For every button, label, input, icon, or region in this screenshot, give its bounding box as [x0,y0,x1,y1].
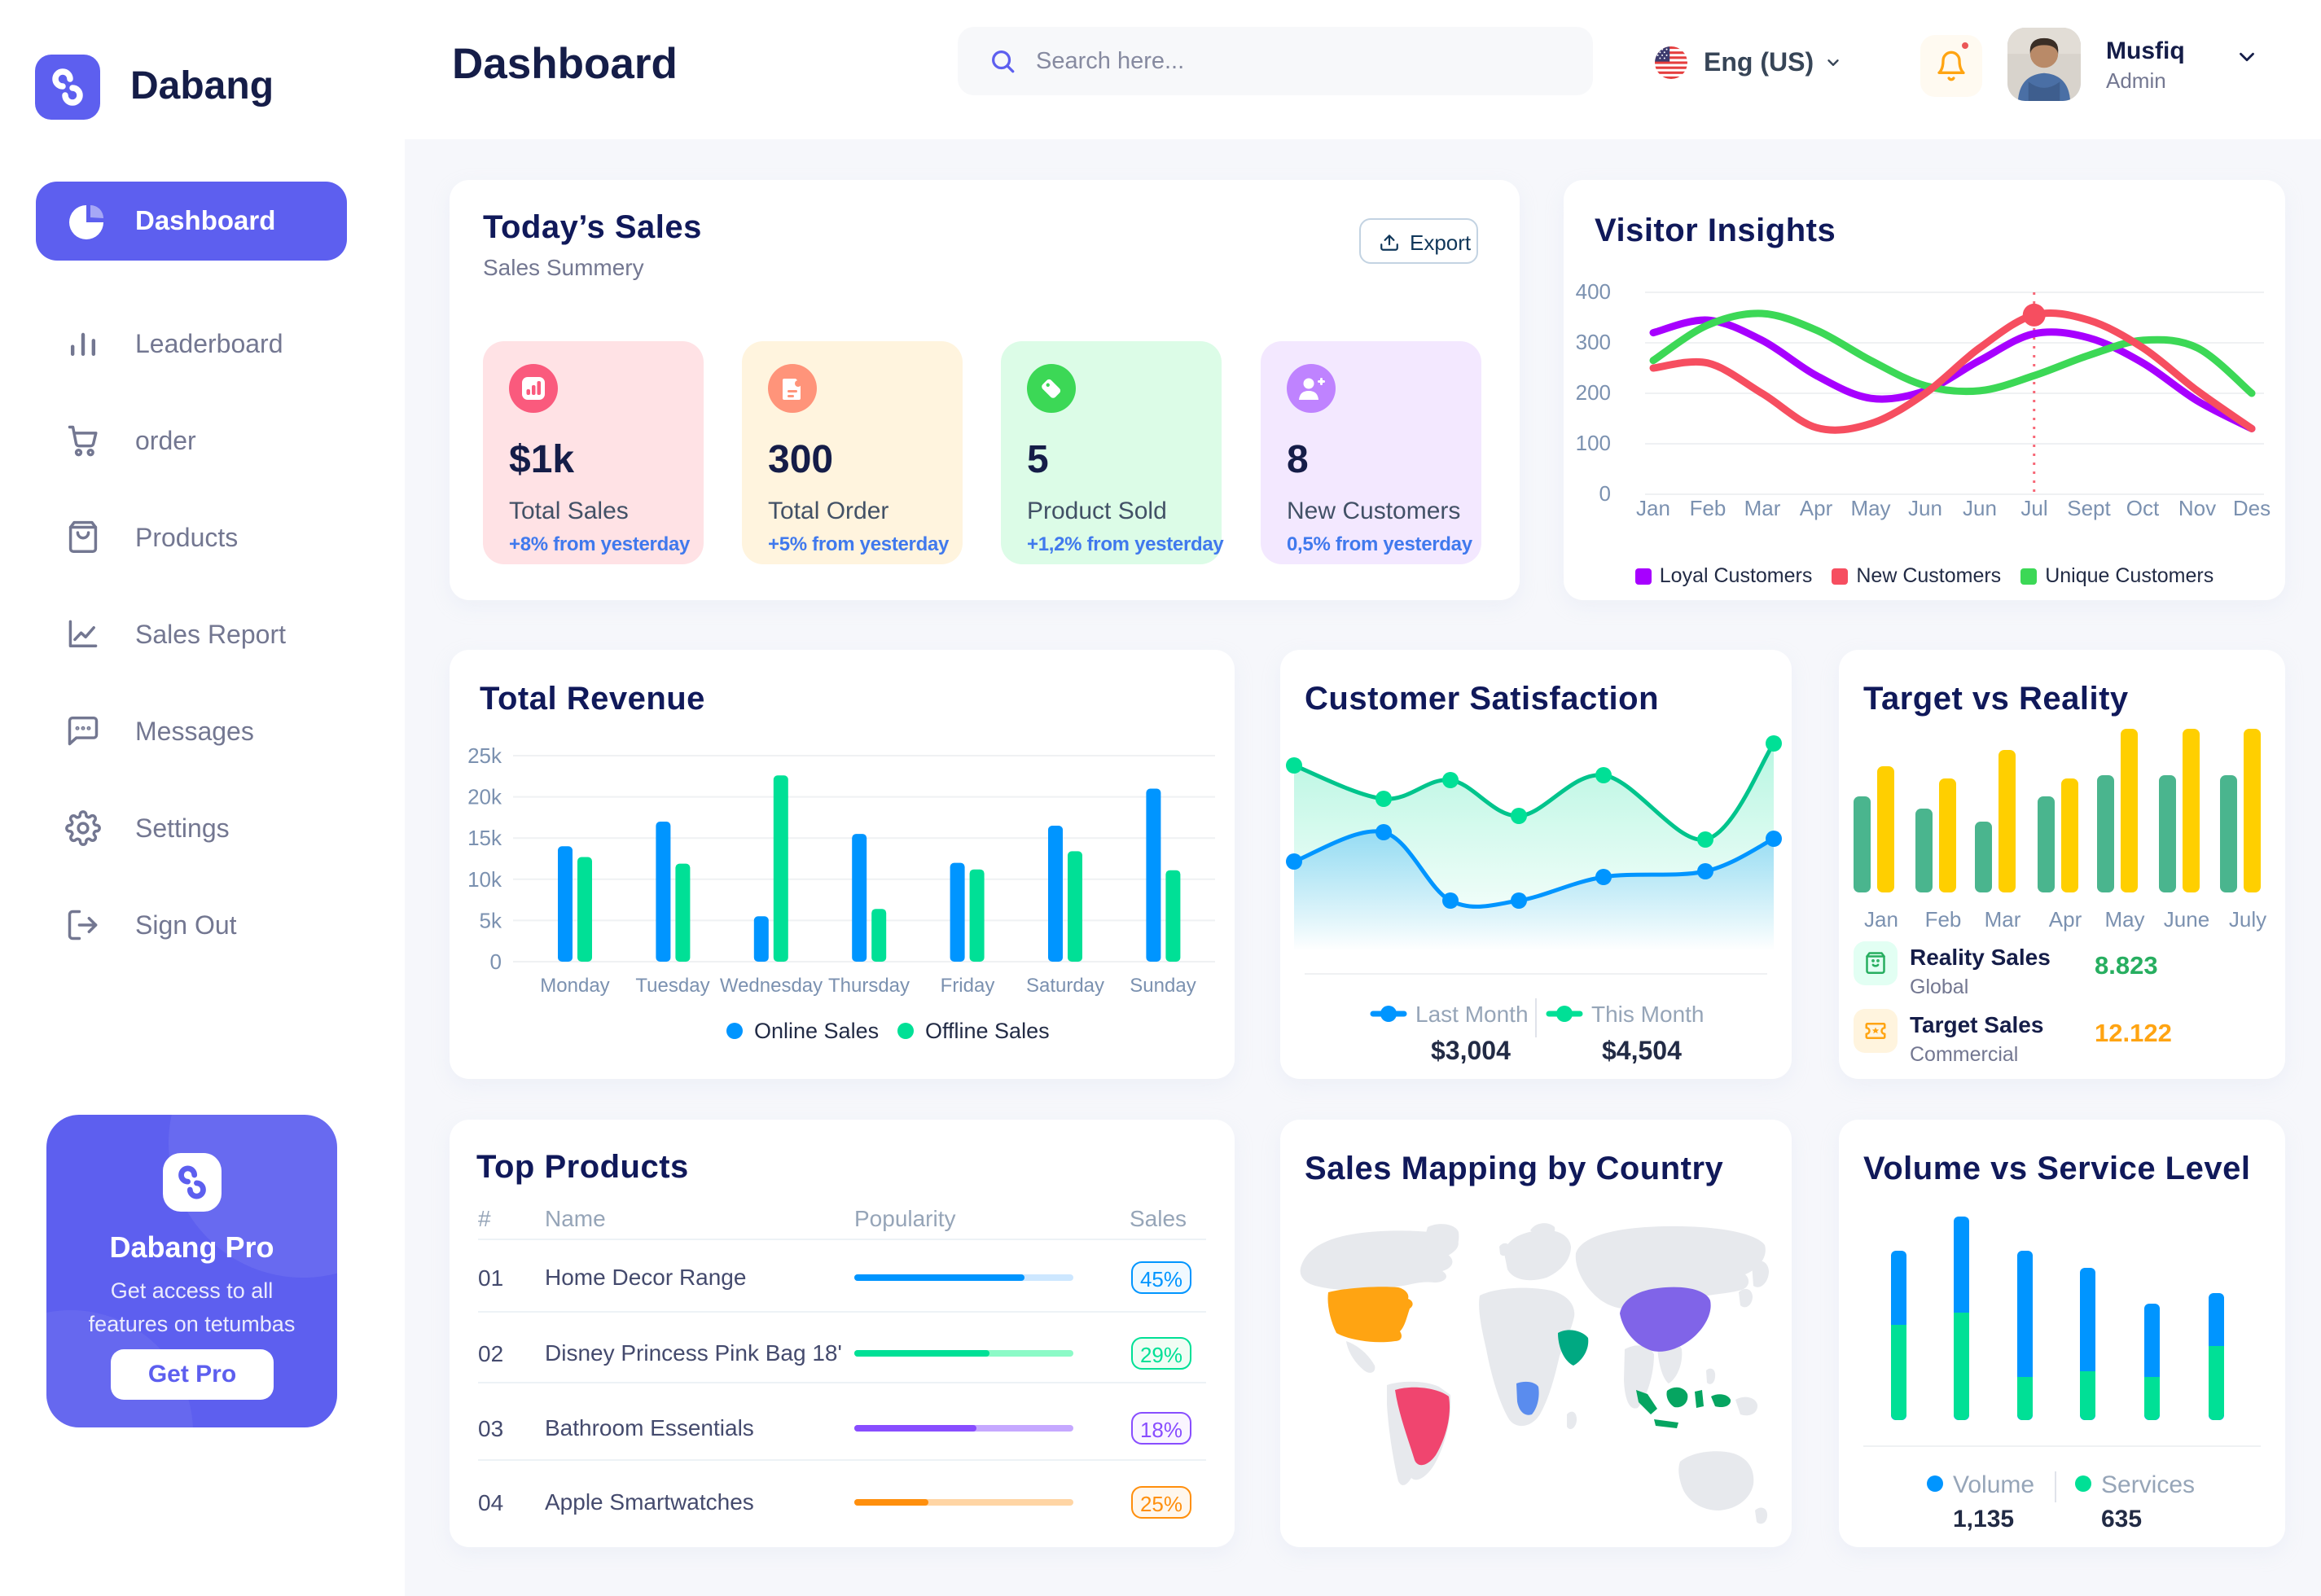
svg-text:Friday: Friday [941,975,995,997]
svg-text:Feb: Feb [1925,907,1962,932]
svg-text:July: July [2229,907,2266,932]
svg-text:Jan: Jan [1864,907,1898,932]
svg-text:1,135: 1,135 [1953,1506,2014,1532]
svg-text:Wednesday: Wednesday [720,975,823,997]
svg-text:Sept: Sept [2067,496,2111,520]
svg-text:Services: Services [2101,1471,2195,1498]
svg-text:5k: 5k [480,908,502,932]
svg-text:Volume: Volume [1953,1471,2034,1498]
svg-text:Sunday: Sunday [1130,975,1196,997]
svg-text:May: May [1850,496,1890,520]
svg-text:Last Month: Last Month [1415,1002,1529,1027]
svg-text:Monday: Monday [540,975,609,997]
svg-text:0: 0 [490,949,502,974]
svg-text:Oct: Oct [2126,496,2160,520]
svg-text:Apr: Apr [1800,496,1833,520]
svg-text:10k: 10k [467,867,502,892]
svg-text:$3,004: $3,004 [1431,1036,1511,1065]
svg-text:Offline Sales: Offline Sales [925,1019,1050,1043]
svg-text:15k: 15k [467,826,502,850]
svg-text:Jun: Jun [1908,496,1942,520]
svg-text:200: 200 [1576,380,1611,405]
svg-text:300: 300 [1576,330,1611,354]
svg-text:20k: 20k [467,785,502,809]
svg-text:Jul: Jul [2020,496,2047,520]
svg-text:0: 0 [1599,481,1611,506]
svg-text:This Month: This Month [1591,1002,1705,1027]
svg-text:Thursday: Thursday [828,975,910,997]
svg-text:Des: Des [2233,496,2271,520]
svg-text:25k: 25k [467,743,502,768]
svg-text:May: May [2104,907,2144,932]
svg-text:100: 100 [1576,431,1611,455]
svg-text:400: 400 [1576,279,1611,304]
svg-text:Jan: Jan [1636,496,1670,520]
svg-text:Mar: Mar [1744,496,1781,520]
svg-text:Apr: Apr [2049,907,2082,932]
svg-text:June: June [2164,907,2209,932]
svg-text:Mar: Mar [1985,907,2021,932]
svg-text:Saturday: Saturday [1026,975,1104,997]
svg-text:Nov: Nov [2178,496,2216,520]
svg-text:Tuesday: Tuesday [635,975,709,997]
svg-text:Online Sales: Online Sales [754,1019,879,1043]
svg-text:635: 635 [2101,1506,2142,1532]
svg-text:$4,504: $4,504 [1602,1036,1682,1065]
svg-text:Jun: Jun [1963,496,1997,520]
svg-text:Feb: Feb [1690,496,1726,520]
